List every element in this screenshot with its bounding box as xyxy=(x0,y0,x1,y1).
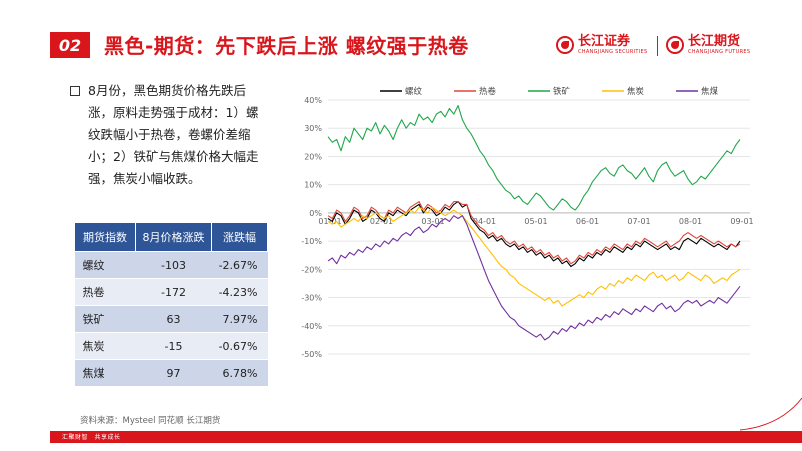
table-header-cell: 涨跌幅 xyxy=(211,222,268,252)
chart-series-lines xyxy=(327,105,741,341)
futures-index-line-chart: 螺纹 热卷 铁矿 焦炭 焦煤 40% 30% 20% 10% 0% -10% -20% -30% -40… xyxy=(301,86,754,359)
table-row: 热卷 -172 -4.23% xyxy=(74,278,268,306)
series-line-螺纹 xyxy=(327,201,741,268)
table-cell: 焦炭 xyxy=(74,332,136,360)
y-tick-label: -40% xyxy=(301,322,322,331)
x-axis: 01-01 02-01 03-01 04-01 05-01 06-01 07-01 08-01… xyxy=(318,212,754,226)
table-cell: -2.67% xyxy=(211,251,268,279)
table-cell: 螺纹 xyxy=(74,251,136,279)
changjiang-securities-logo: 长江证券 CHANGJIANG SECURITIES xyxy=(556,32,647,58)
summary-bullet: 8月份，黑色期货价格先跌后涨，原料走势强于成材：1）螺纹跌幅小于热卷，卷螺价差缩… xyxy=(70,80,270,190)
table-cell: 7.97% xyxy=(211,305,268,333)
table-cell: 6.78% xyxy=(211,359,268,386)
table-header-row: 期货指数 8月价格涨跌 涨跌幅 xyxy=(74,222,268,252)
table-cell: -4.23% xyxy=(211,278,268,306)
chart-legend: 螺纹 热卷 铁矿 焦炭 焦煤 xyxy=(380,86,719,97)
x-tick-label: 02-01 xyxy=(370,217,393,226)
y-tick-label: 30% xyxy=(304,124,322,133)
series-line-铁矿 xyxy=(327,105,741,211)
x-tick-label: 06-01 xyxy=(576,217,599,226)
table-cell: 97 xyxy=(135,359,212,386)
y-tick-label: -20% xyxy=(301,265,322,274)
logo-divider xyxy=(657,36,658,56)
legend-label: 螺纹 xyxy=(405,86,423,97)
section-number: 02 xyxy=(50,32,90,58)
logo-left-cn: 长江证券 xyxy=(578,34,631,49)
y-tick-label: -10% xyxy=(301,237,322,246)
y-axis: 40% 30% 20% 10% 0% -10% -20% -30% -40% -50% xyxy=(301,96,322,359)
table-cell: -172 xyxy=(135,278,212,306)
y-tick-label: -50% xyxy=(301,350,322,359)
footer-slogan: 汇聚财智 共享成长 xyxy=(62,434,121,441)
series-line-热卷 xyxy=(327,201,741,265)
table-cell: 63 xyxy=(135,305,212,333)
table-header-cell: 期货指数 xyxy=(74,222,136,252)
x-tick-label: 05-01 xyxy=(524,217,547,226)
table-row: 焦煤 97 6.78% xyxy=(74,359,268,386)
legend-label: 焦煤 xyxy=(701,86,719,97)
slide-header: 02 黑色-期货：先下跌后上涨 螺纹强于热卷 长江证券 CHANGJIANG S… xyxy=(0,0,802,62)
y-tick-label: -30% xyxy=(301,294,322,303)
table-cell: -103 xyxy=(135,251,212,279)
table-cell: -15 xyxy=(135,332,212,360)
x-tick-label: 04-01 xyxy=(473,217,496,226)
x-tick-label: 09-01 xyxy=(730,217,753,226)
logo-right-en: CHANGJIANG FUTURES xyxy=(688,49,751,55)
table-cell: 铁矿 xyxy=(74,305,136,333)
x-tick-label: 01-01 xyxy=(318,217,341,226)
chart-grid xyxy=(328,99,750,355)
table-header-cell: 8月价格涨跌 xyxy=(135,222,212,252)
table-row: 铁矿 63 7.97% xyxy=(74,305,268,333)
table-row: 螺纹 -103 -2.67% xyxy=(74,251,268,279)
data-source: 资料来源：Mysteel 同花顺 长江期货 xyxy=(80,416,221,426)
futures-price-table: 期货指数 8月价格涨跌 涨跌幅 螺纹 -103 -2.67% 热卷 -172 -… xyxy=(74,222,268,386)
x-tick-label: 08-01 xyxy=(679,217,702,226)
legend-label: 铁矿 xyxy=(553,86,571,97)
table-cell: 焦煤 xyxy=(74,359,136,386)
changjiang-futures-logo: 长江期货 CHANGJIANG FUTURES xyxy=(666,32,750,58)
legend-label: 焦炭 xyxy=(627,86,645,97)
series-line-焦炭 xyxy=(327,206,741,307)
slide-title: 黑色-期货：先下跌后上涨 螺纹强于热卷 xyxy=(104,34,469,58)
x-tick-label: 03-01 xyxy=(421,217,444,226)
summary-text: 8月份，黑色期货价格先跌后涨，原料走势强于成材：1）螺纹跌幅小于热卷，卷螺价差缩… xyxy=(88,83,259,186)
y-tick-label: 20% xyxy=(304,152,322,161)
footer-bar: 汇聚财智 共享成长 xyxy=(50,431,802,443)
y-tick-label: 40% xyxy=(304,96,322,105)
y-tick-label: 0% xyxy=(309,209,322,218)
logo-right-cn: 长江期货 xyxy=(688,34,741,49)
logo-left-en: CHANGJIANG SECURITIES xyxy=(578,49,648,55)
legend-label: 热卷 xyxy=(479,86,497,97)
decorative-corner-line xyxy=(740,397,802,431)
bullet-square-icon xyxy=(70,86,80,96)
x-tick-label: 07-01 xyxy=(627,217,650,226)
table-cell: 热卷 xyxy=(74,278,136,306)
table-cell: -0.67% xyxy=(211,332,268,360)
changjiang-logo-icon xyxy=(666,36,684,54)
y-tick-label: 10% xyxy=(304,181,322,190)
changjiang-logo-icon xyxy=(556,36,574,54)
series-line-焦煤 xyxy=(327,215,741,341)
table-row: 焦炭 -15 -0.67% xyxy=(74,332,268,360)
